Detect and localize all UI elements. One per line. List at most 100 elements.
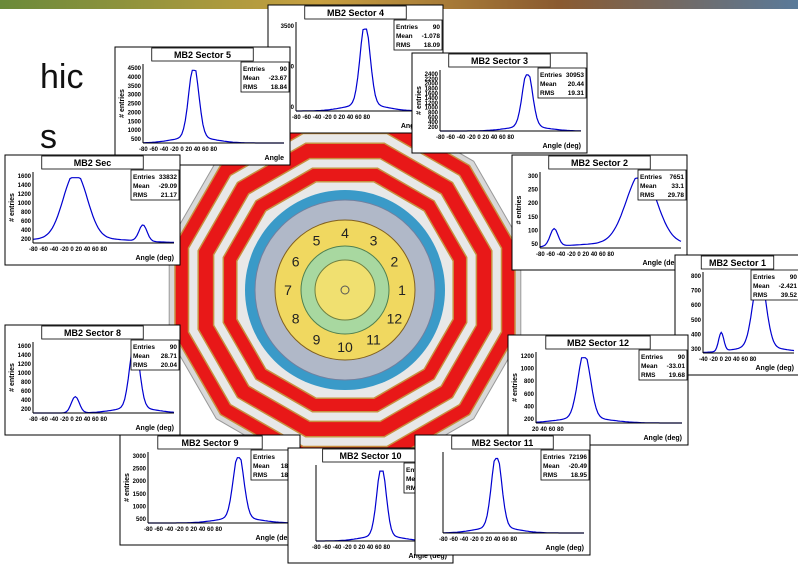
y-tick-label: 1000 xyxy=(521,367,535,373)
x-tick-labels: -80 -60 -40 -20 0 20 40 60 80 xyxy=(312,545,391,551)
panel-title: MB2 Sector 2 xyxy=(571,158,628,168)
histogram-panel: MB2 Sector 32400220020001800160014001200… xyxy=(412,53,587,153)
stats-label: Mean xyxy=(396,33,413,40)
stats-label: Mean xyxy=(640,183,657,190)
y-tick-label: 1000 xyxy=(18,371,32,377)
y-tick-label: 2000 xyxy=(133,479,147,485)
x-tick-labels: -40 -20 0 20 40 60 80 xyxy=(699,357,757,363)
stats-value: 19.31 xyxy=(568,90,585,97)
y-tick-label: 500 xyxy=(131,137,142,143)
y-tick-label: 200 xyxy=(21,237,32,243)
stats-label: RMS xyxy=(641,372,656,379)
histogram-panel: MB2 Sector 230025020015010050# entries-8… xyxy=(512,155,687,270)
stats-label: Entries xyxy=(641,354,663,361)
y-axis-label: # entries xyxy=(512,373,519,402)
stats-label: Mean xyxy=(753,283,770,290)
stats-value: 72196 xyxy=(569,454,587,461)
stats-value: 20.44 xyxy=(568,81,585,88)
stats-value: 90 xyxy=(280,66,288,73)
stats-value: -20.49 xyxy=(569,463,588,470)
stats-label: RMS xyxy=(753,292,768,299)
stats-label: Entries xyxy=(540,72,562,79)
y-tick-label: 150 xyxy=(528,215,539,221)
y-tick-label: 400 xyxy=(21,398,32,404)
y-axis-label: # entries xyxy=(9,363,16,392)
panel-title: MB2 Sector 8 xyxy=(64,328,121,338)
histogram-panel: MB2 Sector 930002500200015001000500# ent… xyxy=(120,435,300,545)
panel-title: MB2 Sector 11 xyxy=(472,438,534,448)
x-tick-labels: -80 -60 -40 -20 0 20 40 60 80 xyxy=(29,247,108,253)
y-tick-label: 600 xyxy=(21,219,32,225)
panel-title: MB2 Sector 9 xyxy=(181,438,238,448)
y-axis-label: # entries xyxy=(416,86,423,115)
stats-label: Mean xyxy=(543,463,560,470)
sector-label: 2 xyxy=(390,254,398,270)
stats-label: Entries xyxy=(133,344,155,351)
sector-label: 3 xyxy=(370,233,378,249)
y-tick-label: 200 xyxy=(528,201,539,207)
y-tick-label: 2000 xyxy=(128,110,142,116)
sector-label: 10 xyxy=(337,339,353,355)
sector-label: 1 xyxy=(398,282,406,298)
histogram-panel: MB2 Sector 1212001000800600400200# entri… xyxy=(508,335,688,445)
sector-label: 9 xyxy=(313,331,321,347)
stats-label: RMS xyxy=(640,192,655,199)
y-tick-label: 400 xyxy=(524,404,535,410)
stats-value: 90 xyxy=(678,354,686,361)
stats-label: Entries xyxy=(396,24,418,31)
stats-value: 18.09 xyxy=(424,42,441,49)
y-tick-label: 1200 xyxy=(18,362,32,368)
x-tick-labels: -80 -60 -40 -20 0 20 40 60 80 xyxy=(144,527,223,533)
y-tick-label: 1200 xyxy=(521,354,535,360)
tracker xyxy=(315,260,375,320)
x-tick-labels: 20 40 60 80 xyxy=(532,427,564,433)
stats-value: 28.71 xyxy=(161,353,178,360)
x-axis-label: Angle (deg) xyxy=(543,143,582,150)
panel-title: MB2 Sector 4 xyxy=(327,8,384,18)
panel-title: MB2 Sector 12 xyxy=(567,338,629,348)
slide-text: s xyxy=(40,118,57,156)
stats-label: RMS xyxy=(540,90,555,97)
y-tick-label: 2500 xyxy=(128,102,142,108)
histogram-panel: MB2 Sec1600140012001000800600400200# ent… xyxy=(5,155,180,265)
sector-label: 7 xyxy=(284,282,292,298)
histogram-panel: MB2 Sector 81600140012001000800600400200… xyxy=(5,325,180,435)
stats-label: RMS xyxy=(133,192,148,199)
sector-label: 11 xyxy=(366,331,381,347)
stats-value: 29.78 xyxy=(668,192,685,199)
sector-label: 4 xyxy=(341,225,349,241)
x-tick-labels: -80 -60 -40 -20 0 20 40 60 80 xyxy=(436,135,515,141)
y-axis-label: # entries xyxy=(124,473,131,502)
stats-value: -33.01 xyxy=(667,363,686,370)
y-tick-label: 1000 xyxy=(133,504,147,510)
y-tick-label: 3000 xyxy=(133,454,147,460)
y-tick-label: 1000 xyxy=(18,201,32,207)
stats-value: -29.09 xyxy=(159,183,178,190)
stats-label: Entries xyxy=(243,66,265,73)
y-axis-label: # entries xyxy=(119,89,126,118)
y-tick-label: 3500 xyxy=(128,84,142,90)
y-tick-label: 1600 xyxy=(18,174,32,180)
y-tick-label: 250 xyxy=(528,188,539,194)
stats-label: Entries xyxy=(640,174,662,181)
stats-label: Mean xyxy=(133,183,150,190)
stats-label: RMS xyxy=(243,84,258,91)
stats-label: Entries xyxy=(753,274,775,281)
x-tick-labels: -80 -60 -40 -20 0 20 40 60 80 xyxy=(139,147,218,153)
histogram-panel: MB2 Sector 54500400035003000250020001500… xyxy=(115,47,290,165)
y-tick-label: 1400 xyxy=(18,353,32,359)
y-tick-label: 200 xyxy=(524,417,535,423)
y-tick-label: 300 xyxy=(528,174,539,180)
stats-value: 18.95 xyxy=(571,472,588,479)
stats-label: Mean xyxy=(133,353,150,360)
stats-label: Entries xyxy=(543,454,565,461)
y-tick-label: 600 xyxy=(691,303,702,309)
stats-value: 21.17 xyxy=(161,192,178,199)
stats-value: 90 xyxy=(170,344,178,351)
panel-title: MB2 Sector 3 xyxy=(471,56,528,66)
stats-label: RMS xyxy=(543,472,558,479)
stats-value: 33.1 xyxy=(671,183,684,190)
slide: hic s 123456789101112 MB2 Sector 4350030… xyxy=(0,0,798,568)
stats-label: Entries xyxy=(133,174,155,181)
